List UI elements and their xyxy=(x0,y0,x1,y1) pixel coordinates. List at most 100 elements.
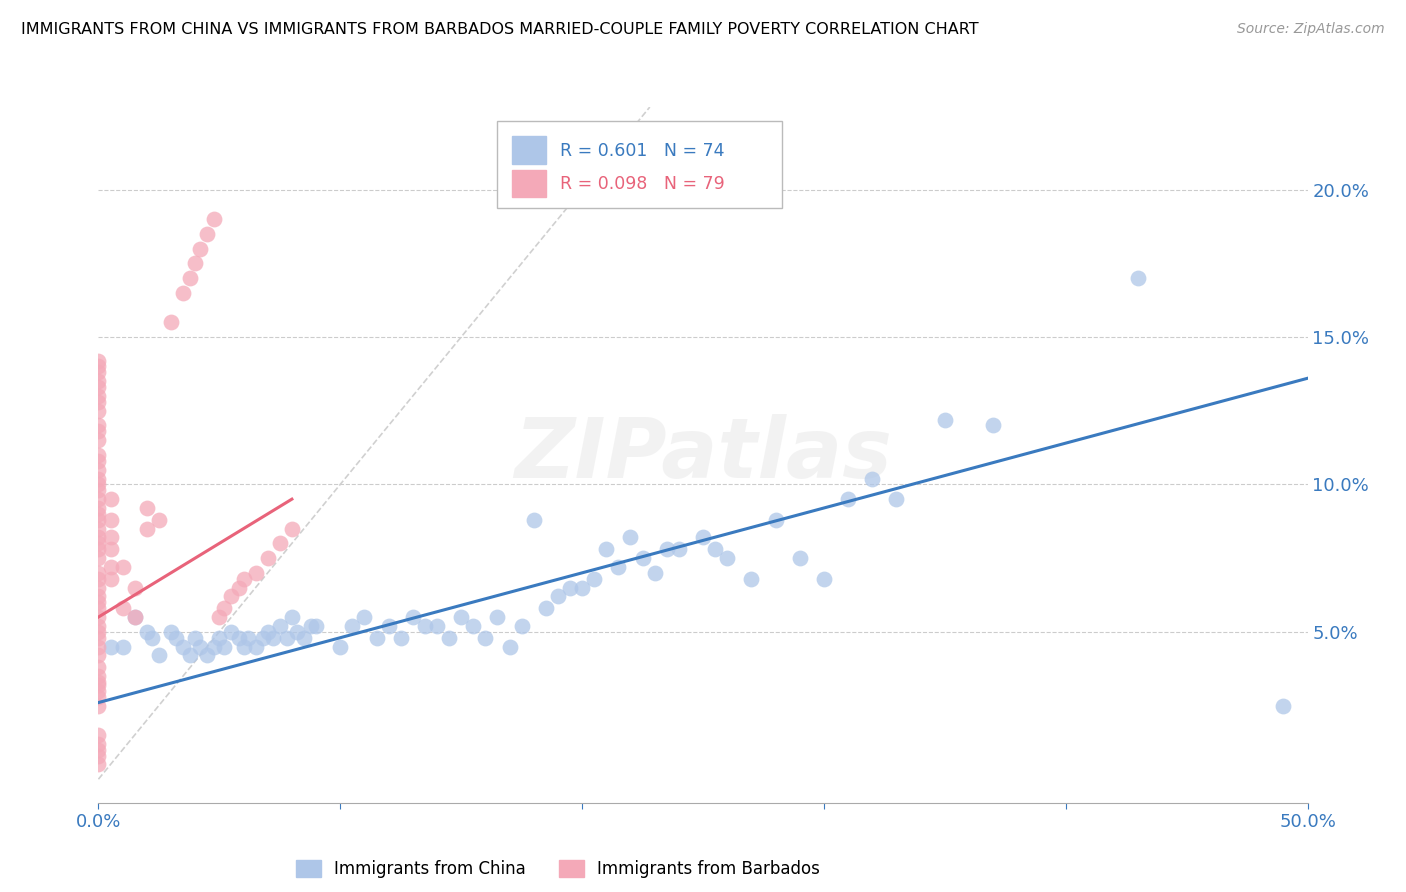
Point xyxy=(87,590,110,604)
Point xyxy=(558,581,581,595)
Point xyxy=(232,640,254,654)
Point xyxy=(813,572,835,586)
Point xyxy=(135,500,157,515)
Point xyxy=(87,454,110,468)
Point xyxy=(463,619,485,633)
Point xyxy=(208,631,231,645)
Point xyxy=(256,551,278,566)
Point xyxy=(245,566,267,580)
Point xyxy=(87,500,110,515)
Point xyxy=(111,640,134,654)
Point xyxy=(87,471,110,485)
Text: R = 0.601   N = 74: R = 0.601 N = 74 xyxy=(561,142,725,160)
Point xyxy=(704,542,727,557)
Point xyxy=(87,380,110,394)
Point xyxy=(111,560,134,574)
Point xyxy=(437,631,460,645)
Point xyxy=(238,631,260,645)
Point xyxy=(87,477,110,491)
Point xyxy=(204,212,226,227)
Point xyxy=(87,551,110,566)
Point xyxy=(135,522,157,536)
Point xyxy=(631,551,654,566)
Point xyxy=(148,513,170,527)
Point xyxy=(87,448,110,462)
Point xyxy=(87,374,110,388)
Point xyxy=(135,624,157,639)
Point xyxy=(228,631,250,645)
Point xyxy=(221,590,243,604)
Point xyxy=(87,418,110,433)
Point xyxy=(195,648,218,663)
Point xyxy=(486,610,509,624)
Point xyxy=(498,640,520,654)
Point xyxy=(87,566,110,580)
Point xyxy=(228,581,250,595)
Point xyxy=(87,757,110,772)
Point xyxy=(285,624,308,639)
Point xyxy=(252,631,274,645)
Point xyxy=(141,631,163,645)
Point xyxy=(716,551,738,566)
Point xyxy=(184,631,207,645)
Point xyxy=(765,513,787,527)
Point xyxy=(87,683,110,698)
Point xyxy=(87,542,110,557)
Point xyxy=(87,690,110,704)
Point xyxy=(87,678,110,692)
Point xyxy=(87,359,110,374)
Bar xyxy=(512,169,546,197)
Point xyxy=(837,492,859,507)
Point xyxy=(87,353,110,368)
Point xyxy=(860,471,883,485)
Point xyxy=(342,619,364,633)
Point xyxy=(413,619,436,633)
Point xyxy=(87,389,110,403)
Point xyxy=(179,648,201,663)
Point xyxy=(377,619,399,633)
Point xyxy=(232,572,254,586)
Point xyxy=(981,418,1004,433)
Point xyxy=(111,601,134,615)
Point xyxy=(87,581,110,595)
Point xyxy=(450,610,472,624)
Point xyxy=(195,227,218,241)
Point xyxy=(87,669,110,683)
Point xyxy=(87,660,110,674)
Point xyxy=(305,619,328,633)
Point xyxy=(87,619,110,633)
Point xyxy=(583,572,606,586)
Point xyxy=(534,601,557,615)
Point xyxy=(87,522,110,536)
Point xyxy=(426,619,449,633)
Point xyxy=(188,242,211,256)
Text: Source: ZipAtlas.com: Source: ZipAtlas.com xyxy=(1237,22,1385,37)
Point xyxy=(87,674,110,689)
Point xyxy=(87,624,110,639)
Point xyxy=(100,531,122,545)
Point xyxy=(87,365,110,379)
Point xyxy=(281,610,304,624)
Point xyxy=(87,433,110,447)
Point xyxy=(160,624,183,639)
Point xyxy=(87,631,110,645)
Point xyxy=(221,624,243,639)
Point xyxy=(87,737,110,751)
Point xyxy=(402,610,425,624)
Point xyxy=(510,619,533,633)
Point xyxy=(188,640,211,654)
Point xyxy=(87,648,110,663)
Point xyxy=(87,536,110,550)
Point xyxy=(100,513,122,527)
Point xyxy=(184,256,207,270)
Point xyxy=(87,483,110,498)
Point xyxy=(276,631,298,645)
Point xyxy=(87,492,110,507)
Point xyxy=(474,631,496,645)
Point xyxy=(87,513,110,527)
Point xyxy=(87,601,110,615)
Point xyxy=(256,624,278,639)
Point xyxy=(124,581,146,595)
Point xyxy=(87,698,110,713)
Point xyxy=(571,581,593,595)
